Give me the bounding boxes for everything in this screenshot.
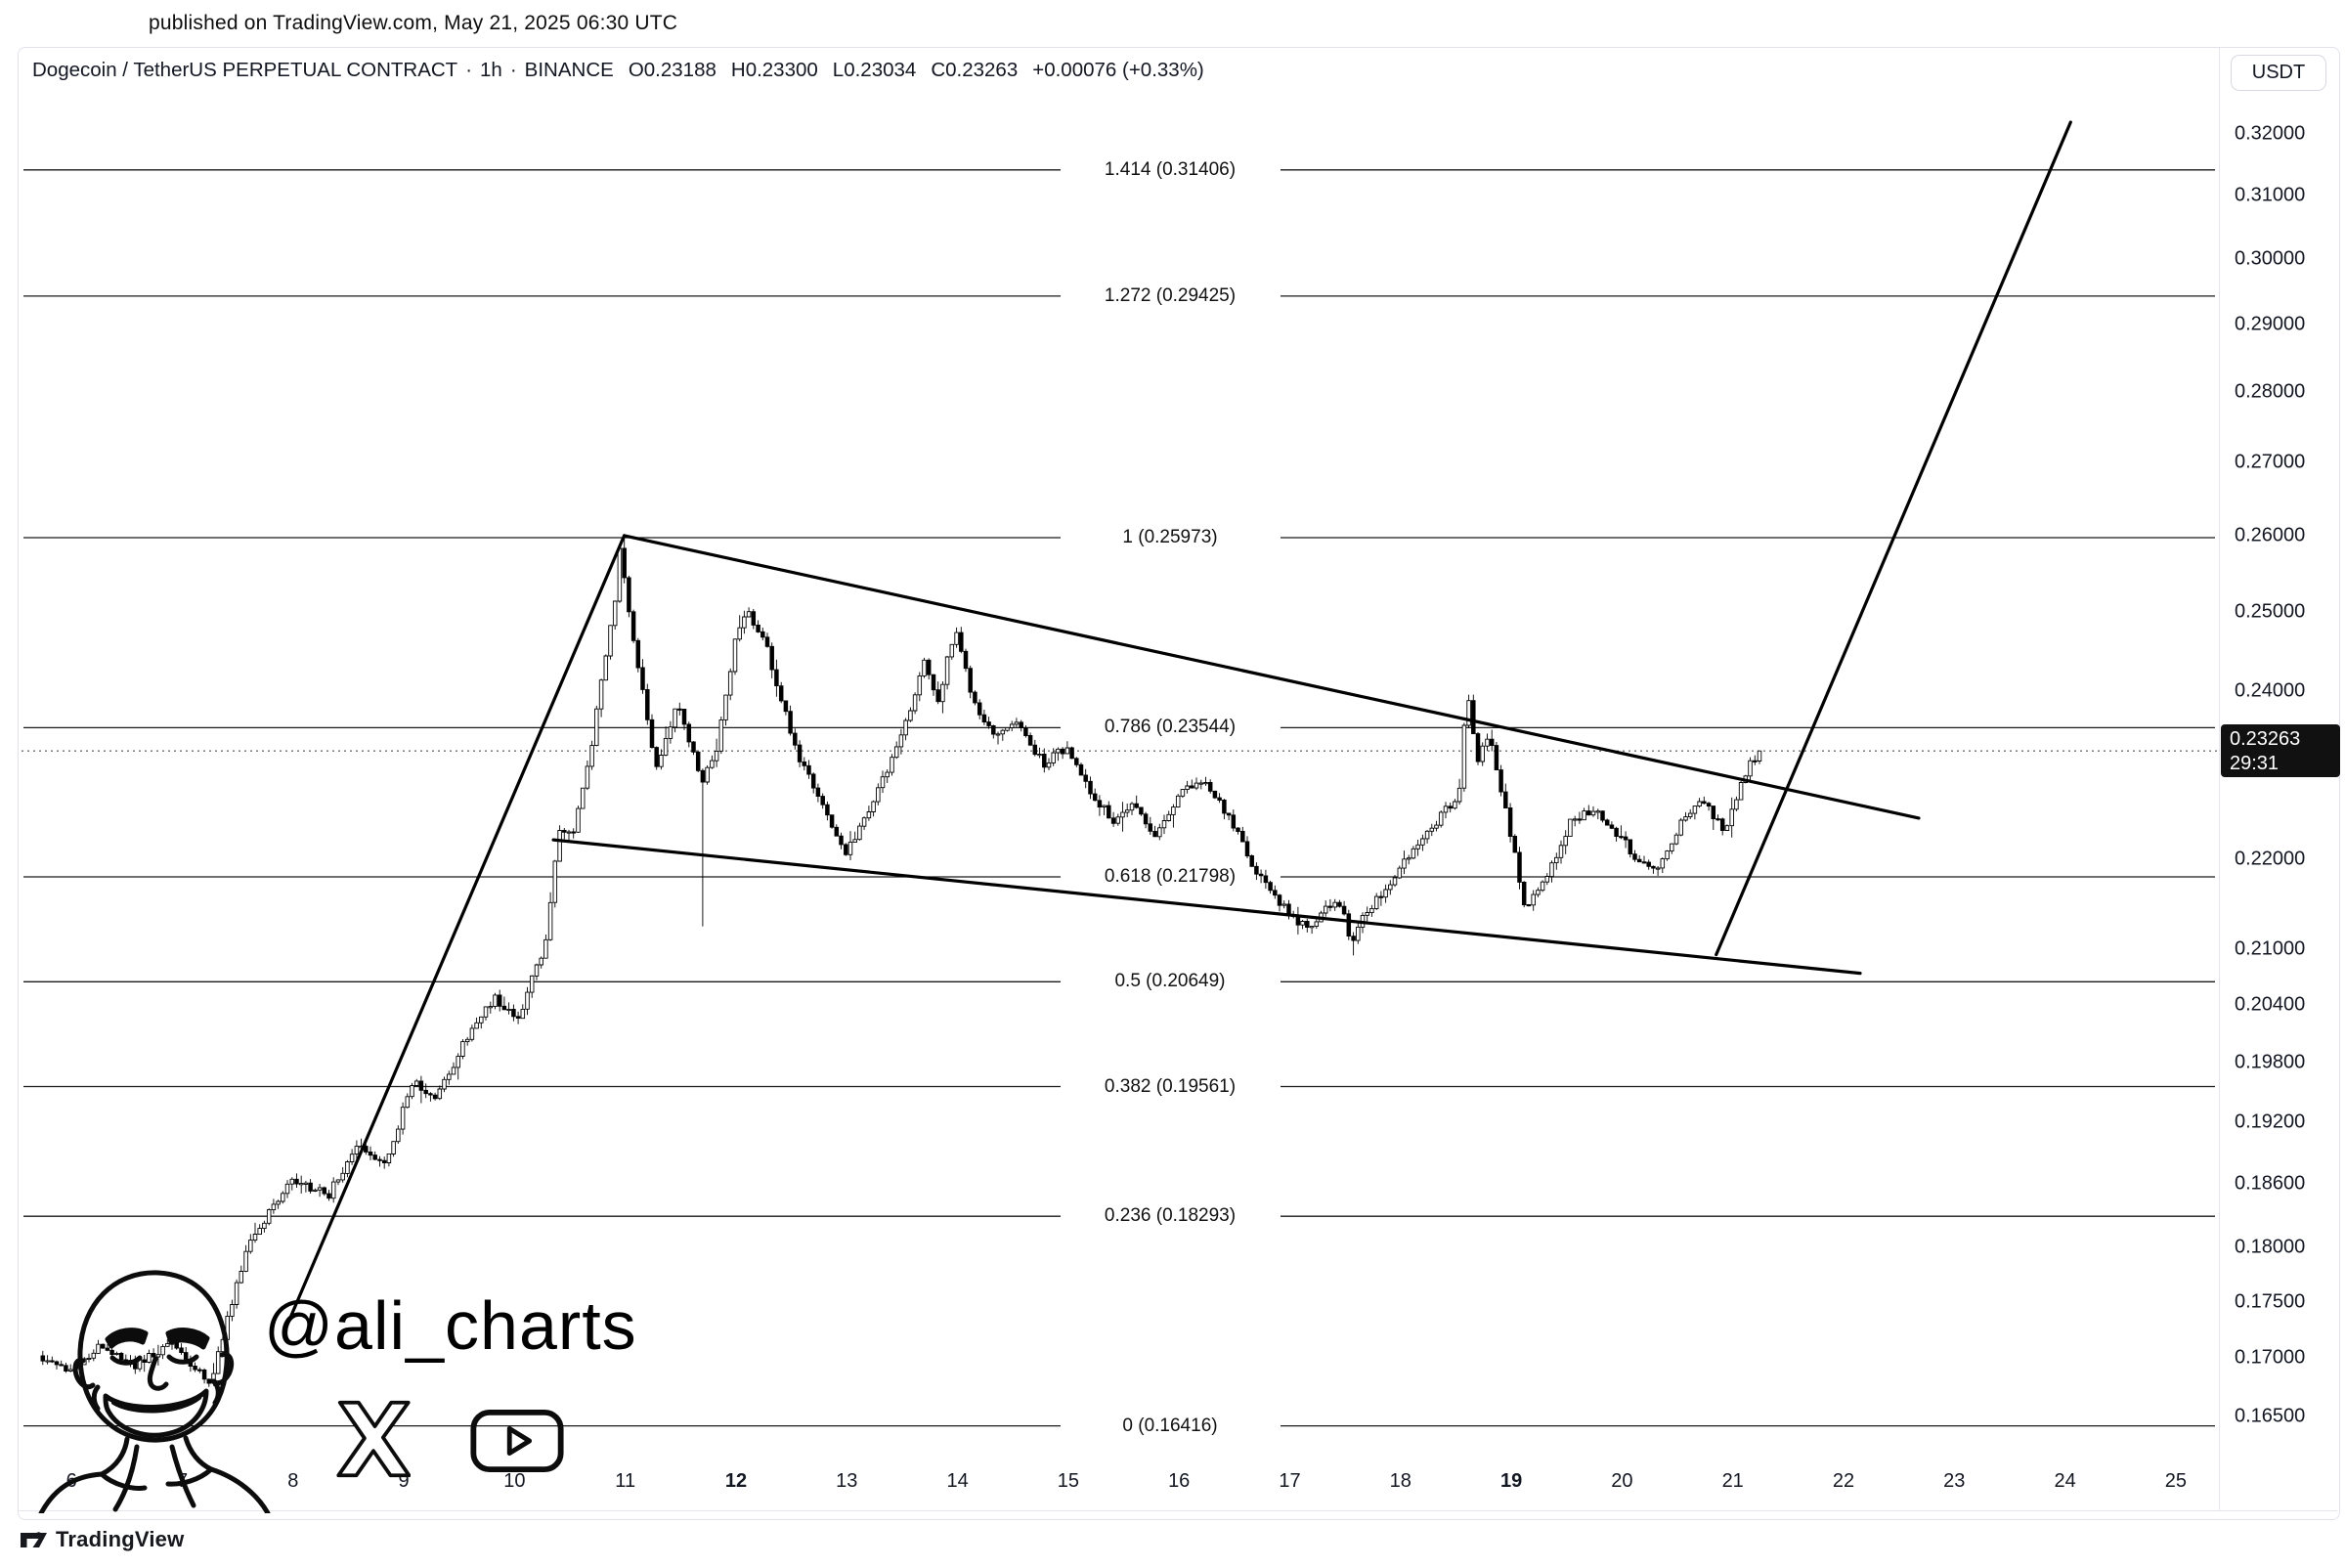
- price-tick-label: 0.25000: [2235, 600, 2306, 623]
- artist-face-icon: [38, 1270, 271, 1513]
- close-label: C: [931, 59, 946, 81]
- watermark-handle: @ali_charts: [264, 1287, 637, 1364]
- rally-support-line[interactable]: [285, 534, 627, 1327]
- up-candles: [45, 547, 1762, 1384]
- date-label-18: 18: [1389, 1470, 1411, 1492]
- date-label-25: 25: [2164, 1470, 2188, 1492]
- fib-level-label: 0 (0.16416): [1114, 1414, 1226, 1438]
- candlestick-series: [40, 538, 1762, 1387]
- close-value: 0.23263: [945, 59, 1019, 81]
- date-label-12: 12: [724, 1470, 748, 1492]
- tradingview-label: TradingView: [56, 1527, 185, 1551]
- x-logo-icon: [336, 1400, 411, 1478]
- last-price-badge: 0.23263 29:31: [2221, 724, 2340, 777]
- date-label-17: 17: [1279, 1470, 1301, 1492]
- price-tick-label: 0.24000: [2235, 679, 2306, 701]
- down-candles: [40, 547, 1758, 1384]
- tradingview-glyph-icon: [21, 1532, 47, 1547]
- separator-dot: ·: [465, 59, 473, 81]
- date-label-20: 20: [1611, 1470, 1633, 1492]
- fib-level-label: 1.272 (0.29425): [1096, 283, 1244, 308]
- date-label-10: 10: [503, 1470, 526, 1492]
- date-label-15: 15: [1057, 1470, 1080, 1492]
- fib-level-label: 0.618 (0.21798): [1096, 865, 1244, 889]
- open-label: O: [628, 59, 644, 81]
- price-tick-label: 0.27000: [2235, 451, 2306, 473]
- price-tick-label: 0.16500: [2235, 1405, 2306, 1426]
- exchange-label: BINANCE: [524, 59, 614, 81]
- price-tick-label: 0.29000: [2235, 313, 2306, 335]
- price-tick-label: 0.30000: [2235, 247, 2306, 269]
- chart-legend[interactable]: Dogecoin / TetherUS PERPETUAL CONTRACT · 1…: [32, 59, 1204, 82]
- separator-dot: ·: [509, 59, 517, 81]
- fib-level-label: 0.5 (0.20649): [1107, 970, 1234, 994]
- fib-level-label: 0.786 (0.23544): [1096, 716, 1244, 740]
- price-tick-label: 0.17000: [2235, 1346, 2306, 1369]
- date-label-21: 21: [1721, 1470, 1744, 1492]
- price-tick-label: 0.18000: [2235, 1236, 2306, 1258]
- price-tick-label: 0.21000: [2235, 937, 2306, 960]
- price-tick-label: 0.18600: [2235, 1172, 2306, 1195]
- candle-wicks: [42, 538, 1760, 1387]
- date-label-22: 22: [1832, 1470, 1855, 1492]
- low-value: 0.23034: [844, 59, 917, 81]
- fib-level-label: 1.414 (0.31406): [1096, 157, 1244, 182]
- fib-retracement: [23, 169, 2215, 1427]
- time-axis-separator: [19, 1510, 2337, 1511]
- date-label-9: 9: [398, 1470, 410, 1492]
- price-tick-label: 0.31000: [2235, 184, 2306, 206]
- price-tick-label: 0.32000: [2235, 122, 2306, 145]
- interval-label: 1h: [480, 59, 502, 81]
- open-value: 0.23188: [643, 59, 717, 81]
- fib-level-label: 1 (0.25973): [1114, 526, 1226, 549]
- date-label-13: 13: [836, 1470, 858, 1492]
- breakout-projection-line[interactable]: [1715, 120, 2072, 957]
- date-label-19: 19: [1499, 1470, 1523, 1492]
- wedge-lower-line[interactable]: [551, 838, 1862, 976]
- price-tick-label: 0.22000: [2235, 848, 2306, 870]
- currency-button[interactable]: USDT: [2231, 55, 2326, 91]
- fib-level-label: 0.382 (0.19561): [1096, 1074, 1244, 1099]
- price-tick-label: 0.19200: [2235, 1111, 2306, 1133]
- price-tick-label: 0.28000: [2235, 380, 2306, 403]
- trendlines: [285, 120, 2072, 1327]
- low-label: L: [832, 59, 845, 81]
- date-label-14: 14: [946, 1470, 969, 1492]
- price-tick-label: 0.17500: [2235, 1290, 2306, 1313]
- high-label: H: [730, 59, 746, 81]
- date-label-23: 23: [1943, 1470, 1966, 1492]
- date-label-16: 16: [1168, 1470, 1191, 1492]
- bar-countdown: 29:31: [2230, 753, 2280, 774]
- date-label-11: 11: [615, 1470, 636, 1492]
- tradingview-logo[interactable]: TradingView: [20, 1527, 184, 1552]
- symbol-title: Dogecoin / TetherUS PERPETUAL CONTRACT: [32, 59, 458, 81]
- price-tick-label: 0.20400: [2235, 993, 2306, 1016]
- price-tick-label: 0.26000: [2235, 524, 2306, 546]
- change-value: +0.00076 (+0.33%): [1032, 59, 1204, 81]
- date-label-24: 24: [2054, 1470, 2076, 1492]
- wedge-upper-line[interactable]: [622, 534, 1921, 820]
- high-value: 0.23300: [745, 59, 818, 81]
- last-price-value: 0.23263: [2230, 728, 2301, 750]
- youtube-logo-icon: [470, 1409, 564, 1473]
- date-label-8: 8: [287, 1470, 299, 1492]
- price-axis-separator: [2219, 48, 2220, 1510]
- published-bar: published on TradingView.com, May 21, 20…: [149, 12, 678, 34]
- fib-level-label: 0.236 (0.18293): [1096, 1204, 1244, 1229]
- price-tick-label: 0.19800: [2235, 1051, 2306, 1073]
